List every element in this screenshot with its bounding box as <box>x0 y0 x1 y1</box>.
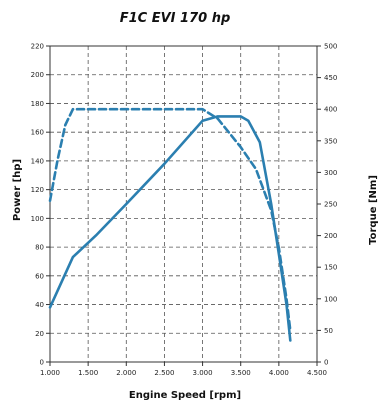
y-left-tick-label: 120 <box>31 186 44 194</box>
y-left-tick-label: 80 <box>35 244 44 252</box>
y-right-tick-label: 150 <box>324 264 337 272</box>
chart-title: F1C EVI 170 hp <box>120 11 231 26</box>
x-tick-label: 1.000 <box>40 369 60 377</box>
y-right-tick-label: 50 <box>324 327 333 335</box>
x-tick-label: 3.000 <box>193 369 213 377</box>
torque-curve <box>48 107 292 332</box>
y-left-tick-label: 0 <box>40 359 44 367</box>
y-right-tick-label: 250 <box>324 201 337 209</box>
y-right-tick-label: 200 <box>324 232 337 240</box>
y-right-tick-label: 500 <box>324 43 337 51</box>
y-right-tick-label: 350 <box>324 137 337 145</box>
x-axis-title: Engine Speed [rpm] <box>129 390 241 401</box>
y-right-tick-label: 450 <box>324 74 337 82</box>
x-tick-label: 4.000 <box>269 369 289 377</box>
grid <box>49 45 318 363</box>
y-left-tick-label: 180 <box>31 100 44 108</box>
x-tick-label: 2.500 <box>154 369 174 377</box>
y-right-tick-label: 300 <box>324 169 337 177</box>
power-curve <box>48 115 292 342</box>
y-left-tick-label: 160 <box>31 129 44 137</box>
x-tick-label: 2.000 <box>116 369 136 377</box>
y-left-tick-label: 100 <box>31 215 44 223</box>
x-tick-label: 1.500 <box>78 369 98 377</box>
y-left-tick-label: 20 <box>35 330 44 338</box>
y-right-tick-label: 400 <box>324 106 337 114</box>
y-left-tick-label: 140 <box>31 157 44 165</box>
x-tick-label: 3.500 <box>231 369 251 377</box>
axis-ticks: 1.000 1.500 2.000 2.500 3.000 3.500 4.000 4.500… <box>31 43 338 378</box>
y-left-tick-label: 60 <box>35 272 44 280</box>
series <box>48 107 292 342</box>
y-right-tick-label: 100 <box>324 295 337 303</box>
y-right-tick-label: 0 <box>324 359 328 367</box>
y-axis-right-title: Torque [Nm] <box>368 175 379 245</box>
y-left-tick-label: 220 <box>31 43 44 51</box>
x-tick-label: 4.500 <box>307 369 327 377</box>
y-left-tick-label: 200 <box>31 71 44 79</box>
plot-frame <box>49 45 318 363</box>
y-axis-left-title: Power [hp] <box>12 159 23 221</box>
y-left-tick-label: 40 <box>35 301 44 309</box>
